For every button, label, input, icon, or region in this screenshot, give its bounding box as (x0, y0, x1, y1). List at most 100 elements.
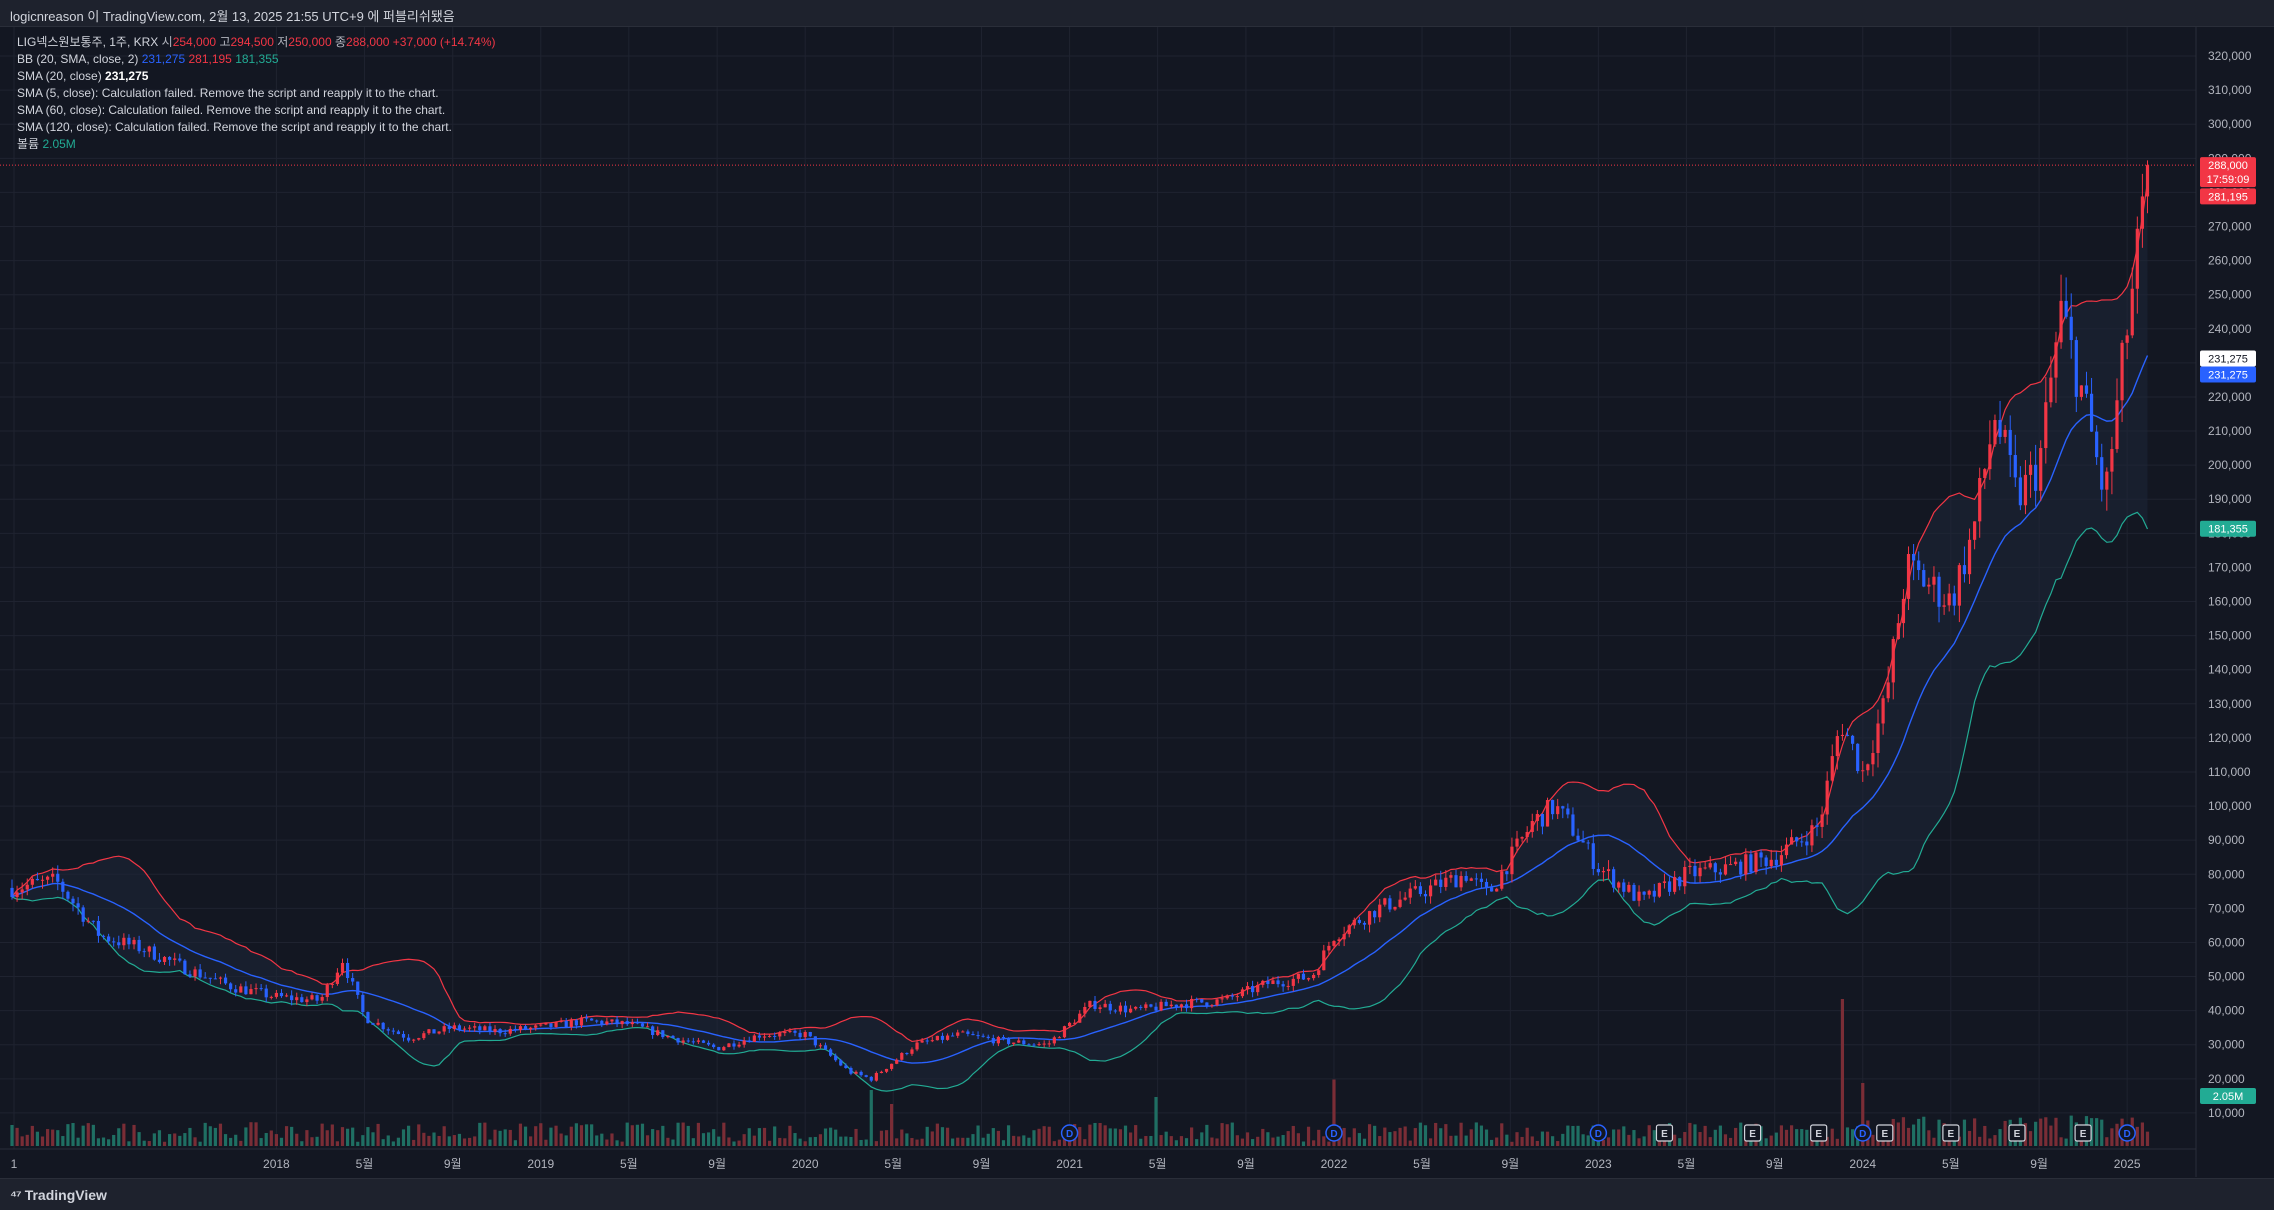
candle-body (61, 881, 65, 892)
volume-bar (117, 1128, 121, 1146)
candle-body (1179, 1004, 1184, 1008)
candle-body (137, 939, 141, 952)
candle-body (127, 937, 131, 945)
candle-body (1037, 1044, 1041, 1046)
volume-bar (1078, 1127, 1082, 1146)
volume-bar (696, 1122, 701, 1146)
candle-body (35, 878, 40, 881)
volume-bar (1113, 1128, 1117, 1146)
candle-body (905, 1053, 909, 1055)
candle-body (2064, 300, 2068, 317)
price-chart[interactable]: 10,000 20,000 30,000 40,000 50,000 60,000 70,0… (0, 27, 2274, 1177)
candle-body (1144, 1004, 1148, 1008)
candle-body (1993, 420, 1997, 445)
candle-body (910, 1049, 914, 1054)
chart-legend: LIG넥스원보통주, 1주, KRX 시254,000 고294,500 저25… (17, 34, 496, 153)
volume-bar (1388, 1132, 1392, 1146)
candle-body (1261, 980, 1265, 985)
candle-body (2028, 464, 2033, 475)
publish-info: logicnreason 이 TradingView.com, 2월 13, 2… (10, 9, 455, 24)
volume-bar (1027, 1137, 1031, 1146)
candle-body (254, 988, 258, 990)
volume-bar (773, 1126, 777, 1146)
volume-bar (300, 1141, 304, 1146)
volume-bar (1449, 1135, 1453, 1146)
volume-bar (818, 1134, 823, 1146)
volume-bar (1413, 1128, 1417, 1146)
volume-bar (401, 1129, 406, 1146)
volume-bar (1871, 1134, 1875, 1146)
candle-body (1586, 842, 1590, 844)
volume-bar (1230, 1122, 1234, 1146)
legend-sma5-row[interactable]: SMA (5, close): Calculation failed. Remo… (17, 86, 439, 100)
volume-bar (1627, 1134, 1631, 1146)
candle-body (1215, 999, 1219, 1006)
legend-bb-row[interactable]: BB (20, SMA, close, 2) 231,275 281,195 1… (17, 51, 496, 68)
y-tick-label: 30,000 (2208, 1038, 2245, 1052)
legend-sma120-row[interactable]: SMA (120, close): Calculation failed. Re… (17, 120, 452, 134)
volume-bar (1174, 1140, 1178, 1146)
x-tick-label: 5월 (1149, 1157, 1167, 1171)
tradingview-logo[interactable]: ⁴⁷ TradingView (10, 1187, 107, 1203)
candle-body (1795, 837, 1799, 842)
earnings-marker (1655, 1124, 1674, 1142)
volume-bar (71, 1123, 75, 1146)
candle-body (1861, 770, 1865, 772)
x-tick-label: 5월 (356, 1157, 374, 1171)
candle-body (218, 977, 223, 979)
candle-body (1581, 840, 1585, 843)
volume-bar (844, 1136, 848, 1146)
volume-bar (1805, 1129, 1809, 1146)
candle-body (1276, 980, 1280, 985)
volume-bar (991, 1128, 995, 1146)
publish-header: logicnreason 이 TradingView.com, 2월 13, 2… (0, 0, 2274, 27)
legend-bb-label: BB (20, SMA, close, 2) (17, 52, 139, 66)
candle-body (1917, 560, 1921, 571)
legend-symbol[interactable]: LIG넥스원보통주, 1주, KRX (17, 35, 159, 49)
legend-sma60-row[interactable]: SMA (60, close): Calculation failed. Rem… (17, 103, 446, 117)
dividend-marker (1854, 1124, 1872, 1142)
candle-body (1449, 875, 1453, 878)
volume-bar (645, 1135, 650, 1146)
candle-body (1322, 950, 1326, 971)
candle-body (1856, 743, 1860, 772)
volume-bar (544, 1139, 548, 1146)
candle-body (971, 1033, 975, 1036)
candle-body (1744, 854, 1748, 875)
candle-body (1840, 734, 1845, 737)
marker-label: E (1881, 1129, 1888, 1140)
candle-body (1022, 1040, 1026, 1045)
candle-body (1017, 1040, 1021, 1043)
legend-low: 250,000 (288, 35, 332, 49)
volume-bar (1220, 1123, 1224, 1146)
volume-bar (813, 1136, 817, 1146)
volume-bar (1652, 1130, 1656, 1146)
candle-body (1749, 854, 1753, 872)
volume-bar (1469, 1129, 1473, 1146)
legend-volume-row[interactable]: 볼륨 2.05M (17, 136, 496, 153)
candle-body (462, 1028, 467, 1030)
volume-bar (569, 1126, 573, 1146)
volume-bar (1601, 1140, 1606, 1146)
candle-body (1606, 869, 1611, 872)
legend-sma20-row[interactable]: SMA (20, close) 231,275 (17, 68, 496, 85)
dividend-marker (2118, 1124, 2136, 1142)
volume-bar (1830, 1128, 1834, 1146)
volume-bar (1006, 1125, 1011, 1146)
volume-bar (61, 1136, 65, 1146)
volume-bar (590, 1124, 594, 1146)
candle-body (1078, 1013, 1082, 1023)
volume-bar (422, 1132, 426, 1146)
candle-body (2115, 400, 2119, 450)
candle-body (1006, 1038, 1011, 1044)
candle-body (1134, 1006, 1138, 1009)
volume-bar (1454, 1135, 1458, 1146)
volume-bar (996, 1130, 1000, 1146)
volume-bar (508, 1129, 512, 1146)
candle-body (976, 1035, 980, 1037)
volume-bar (635, 1124, 639, 1146)
candle-body (401, 1034, 406, 1038)
candle-body (351, 978, 355, 982)
candle-body (157, 959, 162, 962)
candle-body (2023, 474, 2028, 506)
